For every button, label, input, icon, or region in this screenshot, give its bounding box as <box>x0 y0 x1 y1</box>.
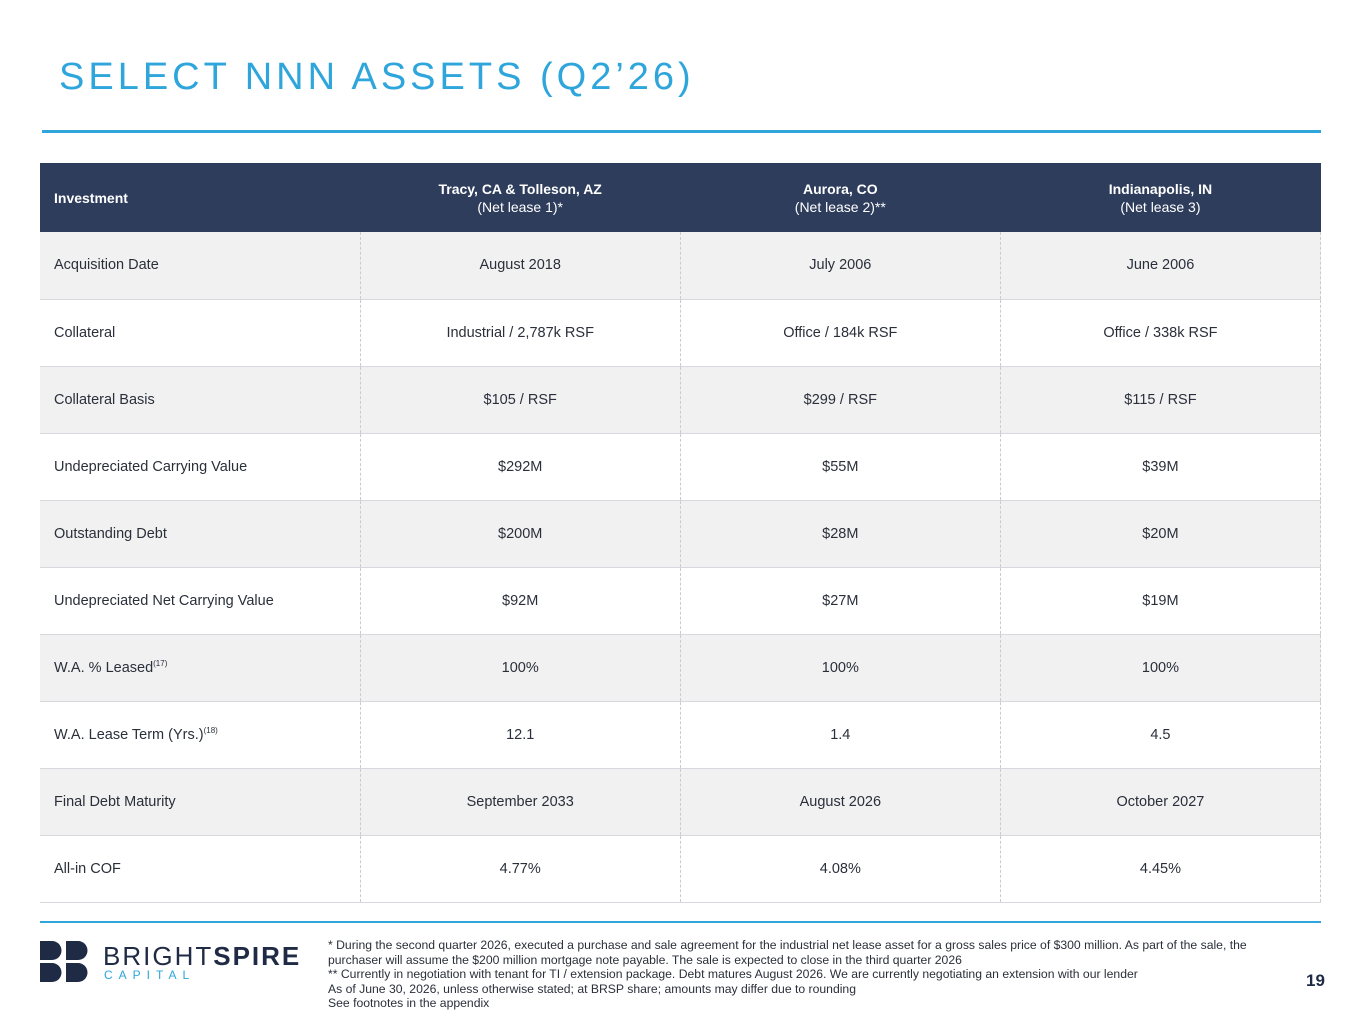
table-cell: $20M <box>999 500 1322 568</box>
header-column: Indianapolis, IN (Net lease 3) <box>1000 163 1320 232</box>
footnotes: * During the second quarter 2026, execut… <box>328 938 1288 1011</box>
table-cell: Industrial / 2,787k RSF <box>359 299 681 367</box>
header-column-sub: (Net lease 2)** <box>794 198 886 215</box>
row-label: W.A. Lease Term (Yrs.)(18) <box>40 701 361 769</box>
table-cell: $28M <box>679 500 1001 568</box>
table-row: W.A. % Leased(17) 100% 100% 100% <box>40 634 1322 702</box>
row-label: Undepreciated Net Carrying Value <box>40 567 361 635</box>
header-column: Tracy, CA & Tolleson, AZ (Net lease 1)* <box>360 163 680 232</box>
page-number: 19 <box>1306 971 1325 990</box>
row-label: Acquisition Date <box>40 232 361 300</box>
row-label: All-in COF <box>40 835 361 903</box>
table-cell: September 2033 <box>359 768 681 836</box>
table-row: Collateral Industrial / 2,787k RSF Offic… <box>40 299 1322 367</box>
table-cell: 100% <box>679 634 1001 702</box>
logo-subtitle: CAPITAL <box>104 968 196 982</box>
table-cell: 12.1 <box>359 701 681 769</box>
table-cell: $55M <box>679 433 1001 501</box>
page-title: SELECT NNN ASSETS (Q2’26) <box>59 56 695 98</box>
table-cell: Office / 338k RSF <box>999 299 1322 367</box>
table-cell: $39M <box>999 433 1322 501</box>
footer-divider <box>40 921 1321 923</box>
row-label: Collateral <box>40 299 361 367</box>
row-label: Undepreciated Carrying Value <box>40 433 361 501</box>
table-cell: $200M <box>359 500 681 568</box>
footnote: As of June 30, 2026, unless otherwise st… <box>328 981 856 996</box>
table-cell: July 2006 <box>679 232 1001 300</box>
table-cell: $27M <box>679 567 1001 635</box>
table-cell: $292M <box>359 433 681 501</box>
table-cell: October 2027 <box>999 768 1322 836</box>
table-cell: $299 / RSF <box>679 366 1001 434</box>
table-cell: 1.4 <box>679 701 1001 769</box>
table-row: Undepreciated Net Carrying Value $92M $2… <box>40 567 1322 635</box>
table-cell: $105 / RSF <box>359 366 681 434</box>
header-column: Aurora, CO (Net lease 2)** <box>680 163 1000 232</box>
footnote: ** Currently in negotiation with tenant … <box>328 967 1138 981</box>
assets-table: Investment Tracy, CA & Tolleson, AZ (Net… <box>40 163 1322 903</box>
header-column-name: Tracy, CA & Tolleson, AZ <box>438 180 602 197</box>
header-column-sub: (Net lease 1)* <box>477 198 563 215</box>
table-header-row: Investment Tracy, CA & Tolleson, AZ (Net… <box>40 163 1321 232</box>
footnote: See footnotes in the appendix <box>328 996 490 1010</box>
table-cell: August 2018 <box>359 232 681 300</box>
table-row: Undepreciated Carrying Value $292M $55M … <box>40 433 1322 501</box>
table-row: Acquisition Date August 2018 July 2006 J… <box>40 232 1322 300</box>
table-row: All-in COF 4.77% 4.08% 4.45% <box>40 835 1322 903</box>
table-cell: 4.45% <box>999 835 1322 903</box>
table-cell: 100% <box>999 634 1322 702</box>
table-cell: 100% <box>359 634 681 702</box>
table-cell: $115 / RSF <box>999 366 1322 434</box>
table-cell: $19M <box>999 567 1322 635</box>
header-column-name: Indianapolis, IN <box>1108 180 1213 197</box>
company-logo: BRIGHTSPIRE CAPITAL <box>40 941 300 985</box>
row-label: Final Debt Maturity <box>40 768 361 836</box>
table-row: Outstanding Debt $200M $28M $20M <box>40 500 1322 568</box>
table-cell: 4.5 <box>999 701 1322 769</box>
table-row: Final Debt Maturity September 2033 Augus… <box>40 768 1322 836</box>
table-cell: Office / 184k RSF <box>679 299 1001 367</box>
header-column-name: Aurora, CO <box>802 180 878 197</box>
table-cell: 4.08% <box>679 835 1001 903</box>
logo-mark-icon <box>40 941 88 982</box>
table-cell: August 2026 <box>679 768 1001 836</box>
row-label: W.A. % Leased(17) <box>40 634 361 702</box>
header-column-sub: (Net lease 3) <box>1120 198 1201 215</box>
footnote: * During the second quarter 2026, execut… <box>328 938 1247 967</box>
row-label: Outstanding Debt <box>40 500 361 568</box>
table-cell: 4.77% <box>359 835 681 903</box>
title-divider <box>42 130 1321 133</box>
table-cell: June 2006 <box>999 232 1322 300</box>
table-cell: $92M <box>359 567 681 635</box>
table-row: Collateral Basis $105 / RSF $299 / RSF $… <box>40 366 1322 434</box>
header-investment: Investment <box>54 189 128 206</box>
logo-wordmark: BRIGHTSPIRE <box>103 941 302 971</box>
table-row: W.A. Lease Term (Yrs.)(18) 12.1 1.4 4.5 <box>40 701 1322 769</box>
row-label: Collateral Basis <box>40 366 361 434</box>
